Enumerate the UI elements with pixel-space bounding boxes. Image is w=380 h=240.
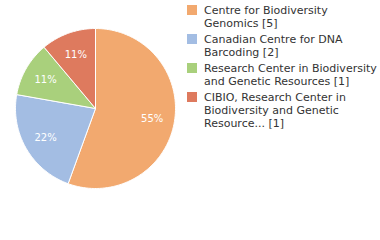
html-text:CIBIO, Research Center in Biod: CIBIO, Research Center in Biodiversity a… [204,91,346,130]
svg-text:11%: 11% [34,74,56,85]
html-text:Centre for Biodiversity Genomi: Centre for Biodiversity Genomics [5] [204,4,328,30]
html-text:Canadian Centre for DNA Barcod: Canadian Centre for DNA Barcoding [2] [204,33,343,59]
svg-text:55%: 55% [141,113,163,124]
svg-text:22%: 22% [34,132,56,143]
svg-text:11%: 11% [65,49,87,60]
html-text:Research Center in Biodiversit: Research Center in Biodiversity and Gene… [204,62,377,88]
